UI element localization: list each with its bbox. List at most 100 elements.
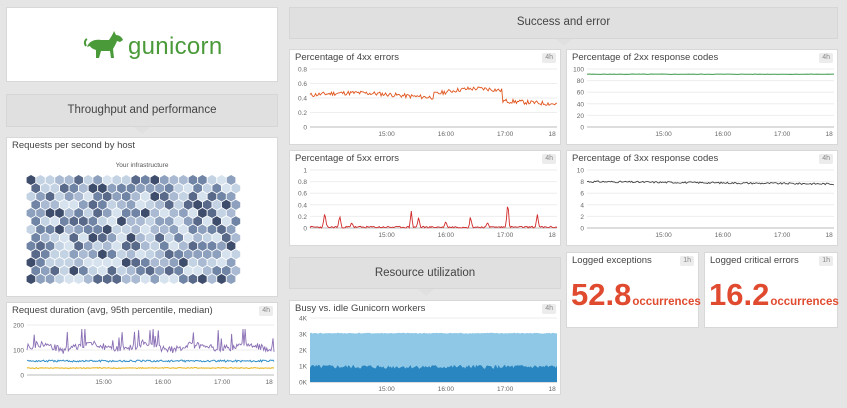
workers-chart[interactable]: 4K 3K 2K 1K 0K 15:00 16:00 17:00 18 xyxy=(290,313,562,395)
hostmap-widget[interactable]: Requests per second by host Your infrast… xyxy=(6,137,278,297)
widget-title: Percentage of 3xx response codes xyxy=(572,153,719,164)
y-tick-label: 40 xyxy=(577,101,585,108)
err5xx-widget[interactable]: Percentage of 5xx errors 4h 1 0.8 0.6 0.4 0.… xyxy=(289,150,561,246)
x-tick-label: 17:00 xyxy=(214,379,231,386)
timeframe-badge[interactable]: 1h xyxy=(819,256,833,266)
y-tick-label: 10 xyxy=(577,168,585,175)
x-tick-label: 18 xyxy=(266,379,274,386)
y-tick-label: 0 xyxy=(580,226,584,233)
host-hexagon[interactable] xyxy=(63,273,75,285)
hostmap-hexagons[interactable] xyxy=(7,172,279,297)
y-tick-label: 0.8 xyxy=(298,67,307,74)
host-hexagon[interactable] xyxy=(92,273,103,285)
x-tick-label: 15:00 xyxy=(95,379,112,386)
x-tick-label: 16:00 xyxy=(438,131,455,138)
host-hexagon[interactable] xyxy=(168,273,180,285)
host-hexagon[interactable] xyxy=(44,273,56,285)
resp2xx-widget[interactable]: Percentage of 2xx response codes 4h 100 8… xyxy=(566,49,838,145)
host-hexagon[interactable] xyxy=(35,273,46,285)
x-tick-label: 15:00 xyxy=(655,232,672,239)
host-hexagon[interactable] xyxy=(111,273,122,285)
duration-p95-line xyxy=(26,328,275,354)
err4xx-widget[interactable]: Percentage of 4xx errors 4h 0.8 0.6 0.4 0.2… xyxy=(289,49,561,145)
hostmap-subtitle: Your infrastructure xyxy=(115,162,169,169)
y-tick-label: 2 xyxy=(580,214,584,221)
widget-title: Requests per second by host xyxy=(12,140,136,151)
host-hexagon[interactable] xyxy=(25,273,37,285)
y-tick-label: 100 xyxy=(573,67,584,74)
value-unit: occurrences xyxy=(770,296,839,308)
host-hexagon[interactable] xyxy=(140,273,151,285)
y-tick-label: 8 xyxy=(580,179,584,186)
resp3xx-chart[interactable]: 10 8 6 4 2 0 15:00 16:00 17:00 18 xyxy=(567,164,839,246)
host-hexagon[interactable] xyxy=(159,273,170,285)
y-tick-label: 6 xyxy=(580,191,584,198)
resp2xx-chart[interactable]: 100 80 60 40 20 0 15:00 16:00 17:00 18 xyxy=(567,63,839,145)
widget-title: Busy vs. idle Gunicorn workers xyxy=(295,303,426,314)
duration-avg-line xyxy=(26,359,275,363)
timeframe-badge[interactable]: 1h xyxy=(680,256,694,266)
section-title: Resource utilization xyxy=(374,267,476,279)
timeframe-badge[interactable]: 4h xyxy=(259,306,273,316)
host-hexagon[interactable] xyxy=(197,273,208,285)
y-tick-label: 60 xyxy=(577,90,585,97)
logged-critical-value: 16.2occurrences xyxy=(709,277,839,313)
host-hexagon[interactable] xyxy=(178,273,189,285)
err5xx-chart[interactable]: 1 0.8 0.6 0.4 0.2 0 15:00 16:00 17:00 18 xyxy=(290,164,562,246)
workers-widget[interactable]: Busy vs. idle Gunicorn workers 4h 4K 3K 2K… xyxy=(289,300,561,395)
y-tick-label: 4 xyxy=(580,202,584,209)
widget-title: Request duration (avg, 95th percentile, … xyxy=(12,305,213,316)
host-hexagon[interactable] xyxy=(54,273,65,285)
y-tick-label: 1 xyxy=(303,168,307,175)
x-tick-label: 17:00 xyxy=(497,131,514,138)
y-tick-label: 4K xyxy=(299,316,308,323)
section-title: Success and error xyxy=(516,16,611,28)
y-tick-label: 0K xyxy=(299,380,308,387)
host-hexagon[interactable] xyxy=(73,273,84,285)
y-tick-label: 0.8 xyxy=(298,179,307,186)
host-hexagon[interactable] xyxy=(121,273,132,285)
host-hexagon[interactable] xyxy=(225,273,237,285)
x-tick-label: 18 xyxy=(549,131,557,138)
logo-panel: gunicorn xyxy=(6,7,278,82)
y-tick-label: 200 xyxy=(13,323,24,330)
widget-title: Percentage of 2xx response codes xyxy=(572,52,719,63)
y-tick-label: 0 xyxy=(303,125,307,132)
request-duration-widget[interactable]: Request duration (avg, 95th percentile, … xyxy=(6,302,278,395)
host-hexagon[interactable] xyxy=(130,273,142,285)
y-tick-label: 20 xyxy=(577,113,585,120)
y-tick-label: 0 xyxy=(303,226,307,233)
request-duration-chart[interactable]: 200 100 0 15:00 16:00 17:00 18 xyxy=(7,317,279,395)
timeframe-badge[interactable]: 4h xyxy=(542,154,556,164)
host-hexagon[interactable] xyxy=(216,273,227,285)
timeframe-badge[interactable]: 4h xyxy=(542,53,556,63)
x-tick-label: 15:00 xyxy=(378,131,395,138)
y-tick-label: 3K xyxy=(299,332,308,339)
resp3xx-widget[interactable]: Percentage of 3xx response codes 4h 10 8 6… xyxy=(566,150,838,246)
value-number: 16.2 xyxy=(709,277,770,312)
timeframe-badge[interactable]: 4h xyxy=(542,304,556,314)
logged-exceptions-widget[interactable]: Logged exceptions 1h 52.8occurrences xyxy=(566,252,701,328)
x-tick-label: 17:00 xyxy=(497,386,514,393)
host-hexagon[interactable] xyxy=(206,273,218,285)
x-tick-label: 16:00 xyxy=(438,232,455,239)
y-tick-label: 0.4 xyxy=(298,96,307,103)
host-hexagon[interactable] xyxy=(102,273,113,285)
err4xx-chart[interactable]: 0.8 0.6 0.4 0.2 0 15:00 16:00 17:00 18 xyxy=(290,63,562,145)
y-tick-label: 0.2 xyxy=(298,214,307,221)
x-tick-label: 15:00 xyxy=(378,232,395,239)
section-header-throughput: Throughput and performance xyxy=(6,94,278,127)
x-tick-label: 18 xyxy=(549,386,557,393)
logged-critical-widget[interactable]: Logged critical errors 1h 16.2occurrence… xyxy=(704,252,839,328)
y-tick-label: 0.2 xyxy=(298,110,307,117)
host-hexagon[interactable] xyxy=(83,273,94,285)
timeframe-badge[interactable]: 4h xyxy=(819,53,833,63)
value-unit: occurrences xyxy=(632,296,701,308)
y-tick-label: 0 xyxy=(20,373,24,380)
host-hexagon[interactable] xyxy=(149,273,161,285)
timeframe-badge[interactable]: 4h xyxy=(819,154,833,164)
host-hexagon[interactable] xyxy=(187,273,199,285)
y-tick-label: 1K xyxy=(299,364,308,371)
y-tick-label: 0.6 xyxy=(298,191,307,198)
err4xx-line xyxy=(309,86,558,107)
